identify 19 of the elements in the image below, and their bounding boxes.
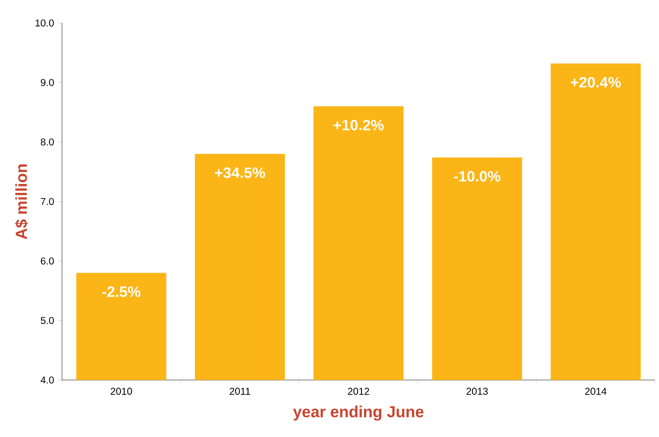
y-tick-label: 4.0 <box>40 376 54 384</box>
y-tick-label: 8.0 <box>40 138 54 146</box>
y-tick-label: 7.0 <box>40 198 54 206</box>
x-tick-label: 2012 <box>348 388 370 395</box>
annotation: +10.2% <box>334 120 384 130</box>
annotation: -2.5% <box>102 286 140 297</box>
y-tick-label: 9.0 <box>40 78 54 86</box>
y-tick-label: 6.0 <box>40 257 54 265</box>
annotation: +20.4% <box>570 76 621 88</box>
x-tick-label: 2014 <box>585 388 606 395</box>
x-tick-label: 2011 <box>230 388 250 395</box>
annotation: +34.5% <box>214 167 266 178</box>
x-axis-title: year ending June <box>293 406 424 421</box>
y-tick-label: 5.0 <box>40 316 54 324</box>
y-axis-title: A$ million <box>14 164 28 240</box>
y-tick-label: 10.0 <box>36 19 54 27</box>
x-tick-label: 2013 <box>466 388 488 395</box>
annotation: -10.0% <box>454 170 500 182</box>
x-tick-label: 2010 <box>110 388 132 395</box>
